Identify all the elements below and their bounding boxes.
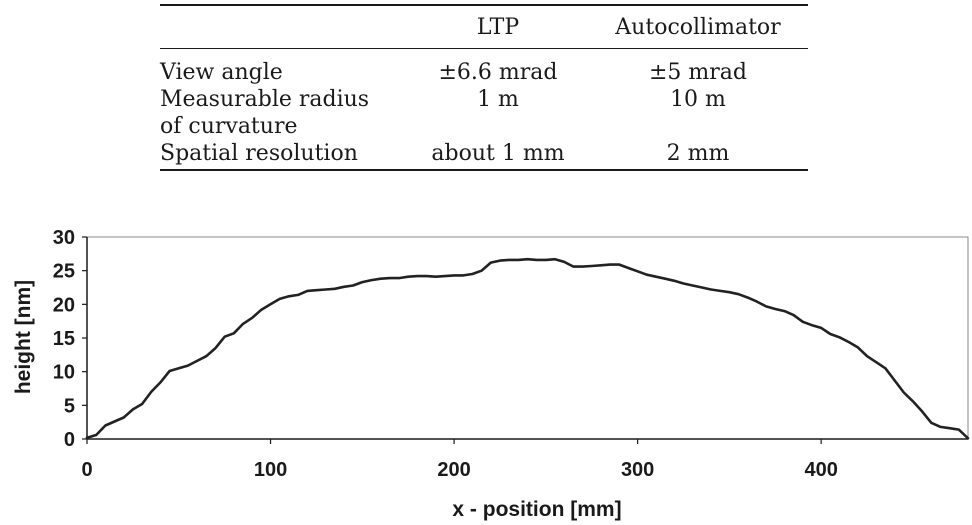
table-cell: ±5 mrad <box>648 60 747 85</box>
table-cell: Measurable radius of curvature <box>160 87 370 139</box>
table-cell: Spatial resolution <box>160 141 358 166</box>
height-profile-line <box>85 257 970 440</box>
table-cell: 1 m <box>477 87 519 112</box>
x-axis: 0 100 200 300 400 <box>81 439 838 481</box>
table-cell: 10 m <box>670 87 726 112</box>
x-tick-label: 0 <box>81 459 92 481</box>
x-tick-label: 400 <box>804 459 837 481</box>
table-row: View angle ±6.6 mrad ±5 mrad <box>160 49 808 87</box>
comparison-table: LTP Autocollimator View angle ±6.6 mrad … <box>160 4 808 171</box>
x-tick-label: 100 <box>254 459 287 481</box>
y-tick-label: 5 <box>64 395 75 417</box>
table-cell: 2 mm <box>666 141 730 166</box>
table-header-cell: Autocollimator <box>615 14 781 40</box>
table-cell: View angle <box>160 60 283 85</box>
y-axis: 0 5 10 15 20 25 30 <box>53 227 87 451</box>
y-tick-label: 30 <box>53 227 75 249</box>
table-row: Spatial resolution about 1 mm 2 mm <box>160 140 808 170</box>
series-layer <box>85 257 970 440</box>
x-tick-label: 300 <box>621 459 654 481</box>
y-tick-label: 15 <box>53 328 75 350</box>
table-row: Measurable radius of curvature 1 m 10 m <box>160 86 808 140</box>
plot-border <box>86 236 969 440</box>
table-cell: about 1 mm <box>431 141 565 166</box>
table-header-cell <box>160 5 408 49</box>
x-tick-label: 200 <box>437 459 470 481</box>
table-header-row: LTP Autocollimator <box>160 5 808 49</box>
x-axis-label: x - position [mm] <box>452 498 621 521</box>
y-tick-label: 20 <box>53 294 75 316</box>
y-tick-label: 0 <box>64 429 75 451</box>
table-header-cell: LTP <box>476 14 520 40</box>
y-tick-label: 25 <box>53 261 75 283</box>
plot-frame <box>86 236 969 440</box>
table-cell: ±6.6 mrad <box>438 60 558 85</box>
comparison-table-container: LTP Autocollimator View angle ±6.6 mrad … <box>160 4 808 171</box>
y-tick-label: 10 <box>53 362 75 384</box>
y-axis-label: height [nm] <box>12 280 35 394</box>
height-profile-chart: 0 5 10 15 20 25 30 0 100 200 300 400 x - position … <box>12 227 970 521</box>
